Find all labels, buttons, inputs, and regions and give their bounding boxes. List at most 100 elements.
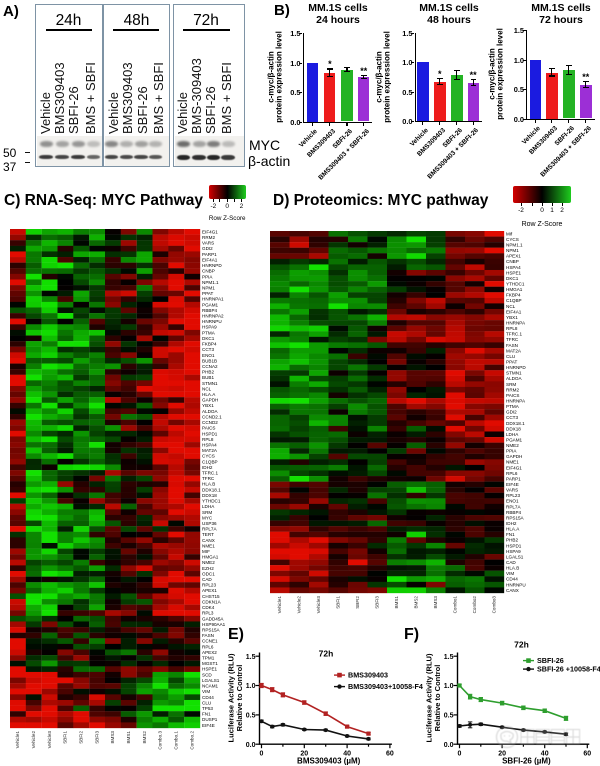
svg-text:Combo.1: Combo.1 <box>173 731 178 750</box>
svg-text:HLA.A: HLA.A <box>506 527 520 532</box>
svg-text:0.5: 0.5 <box>246 713 256 720</box>
svg-text:CAD: CAD <box>506 560 516 565</box>
svg-text:CANX: CANX <box>202 538 215 543</box>
svg-text:PARP1: PARP1 <box>506 476 521 481</box>
svg-text:VIM: VIM <box>202 689 210 694</box>
svg-text:DKC1: DKC1 <box>506 276 519 281</box>
svg-text:EIF4G1: EIF4G1 <box>202 229 218 234</box>
svg-text:HSP90AA1: HSP90AA1 <box>202 622 226 627</box>
svg-text:NPM1: NPM1 <box>506 248 519 253</box>
svg-text:SRM: SRM <box>506 382 516 387</box>
svg-text:CAD: CAD <box>202 577 212 582</box>
svg-text:SBFI2: SBFI2 <box>79 731 84 744</box>
svg-text:CCT3: CCT3 <box>506 415 518 420</box>
svg-text:C1QBP: C1QBP <box>506 298 522 303</box>
svg-text:ODC1: ODC1 <box>202 571 215 576</box>
svg-text:SCD: SCD <box>202 672 212 677</box>
svg-text:CCT3: CCT3 <box>202 347 214 352</box>
svg-text:PTMA: PTMA <box>506 404 520 409</box>
svg-text:EIF4E: EIF4E <box>202 723 215 728</box>
svg-text:BMS3: BMS3 <box>110 731 115 744</box>
svg-text:Luciferase Activity (RLU): Luciferase Activity (RLU) <box>227 653 236 742</box>
svg-text:0.0: 0.0 <box>444 742 454 749</box>
svg-text:TFRC.1: TFRC.1 <box>202 471 219 476</box>
svg-text:PTMA: PTMA <box>202 330 216 335</box>
svg-text:1.5: 1.5 <box>444 654 454 661</box>
svg-text:PGAM1: PGAM1 <box>202 302 219 307</box>
svg-text:SBFI-26: SBFI-26 <box>537 656 564 665</box>
svg-text:DDX18.1: DDX18.1 <box>506 421 525 426</box>
svg-text:HSPD1: HSPD1 <box>202 431 218 436</box>
svg-text:MAT2A: MAT2A <box>202 448 218 453</box>
svg-text:EIF4G1: EIF4G1 <box>506 465 522 470</box>
svg-text:HNRNPD: HNRNPD <box>202 263 222 268</box>
svg-text:Combo.2: Combo.2 <box>189 731 194 750</box>
svg-text:RPL8: RPL8 <box>506 326 518 331</box>
svg-text:TFRC: TFRC <box>506 337 519 342</box>
svg-text:RRM2: RRM2 <box>506 387 519 392</box>
svg-text:HSPA9: HSPA9 <box>202 325 217 330</box>
svg-text:RPL23: RPL23 <box>506 493 520 498</box>
svg-text:RBBP4: RBBP4 <box>202 308 218 313</box>
svg-text:FASN: FASN <box>202 633 214 638</box>
svg-text:NME2: NME2 <box>202 560 215 565</box>
svg-text:TFRC: TFRC <box>202 476 215 481</box>
svg-text:NPM1.1: NPM1.1 <box>506 243 523 248</box>
svg-text:APEX2: APEX2 <box>202 650 217 655</box>
svg-text:DDX18: DDX18 <box>506 426 521 431</box>
svg-text:RPL8: RPL8 <box>202 437 214 442</box>
svg-text:HNRNPU: HNRNPU <box>506 582 526 587</box>
svg-text:Combo.3: Combo.3 <box>158 731 163 750</box>
svg-text:BUB1: BUB1 <box>202 375 214 380</box>
svg-text:BMS2: BMS2 <box>142 731 147 744</box>
svg-text:SBFI-26 (µM): SBFI-26 (µM) <box>502 757 551 766</box>
svg-text:CD44: CD44 <box>202 695 214 700</box>
svg-text:CCNE1: CCNE1 <box>202 639 218 644</box>
svg-text:RPS15A: RPS15A <box>506 515 525 520</box>
svg-text:NME1: NME1 <box>202 543 215 548</box>
svg-text:CCND2: CCND2 <box>202 420 218 425</box>
svg-text:BMS309403+10058-F4: BMS309403+10058-F4 <box>348 682 423 691</box>
svg-text:GAPDH: GAPDH <box>506 454 522 459</box>
svg-text:YBX1: YBX1 <box>506 315 518 320</box>
svg-text:SBFI1: SBFI1 <box>335 596 340 609</box>
svg-text:CYCS: CYCS <box>506 237 519 242</box>
svg-text:Vehicle2: Vehicle2 <box>31 731 36 749</box>
svg-text:PAICS: PAICS <box>202 426 215 431</box>
svg-text:RPL7A: RPL7A <box>506 504 521 509</box>
svg-text:Mif: Mif <box>506 231 513 236</box>
svg-text:HSPA4: HSPA4 <box>202 442 217 447</box>
svg-text:CLU: CLU <box>202 700 211 705</box>
svg-text:LGALS1: LGALS1 <box>202 678 220 683</box>
svg-text:GADD45A: GADD45A <box>202 616 224 621</box>
svg-text:HNRNPD: HNRNPD <box>506 365 526 370</box>
svg-text:CYCS: CYCS <box>202 454 215 459</box>
svg-text:HLA.A: HLA.A <box>202 392 216 397</box>
svg-text:CCND2.1: CCND2.1 <box>202 414 222 419</box>
svg-text:FASN: FASN <box>506 343 518 348</box>
svg-text:BMS309403 (µM): BMS309403 (µM) <box>297 757 361 766</box>
svg-text:0.5: 0.5 <box>444 713 454 720</box>
svg-text:MYC: MYC <box>202 515 213 520</box>
svg-text:VIM: VIM <box>506 571 514 576</box>
svg-text:BUB1B: BUB1B <box>202 358 217 363</box>
svg-text:CNBP: CNBP <box>202 269 215 274</box>
svg-text:HSPA9: HSPA9 <box>506 549 521 554</box>
svg-text:PGAM1: PGAM1 <box>506 437 523 442</box>
svg-text:NCL: NCL <box>506 304 516 309</box>
svg-text:DDX18: DDX18 <box>202 493 217 498</box>
svg-text:NCAM1: NCAM1 <box>202 684 219 689</box>
svg-text:NME1: NME1 <box>506 460 519 465</box>
svg-text:TFRC.1: TFRC.1 <box>506 332 523 337</box>
svg-text:20: 20 <box>300 751 308 758</box>
svg-text:Luciferase Activity (RLU): Luciferase Activity (RLU) <box>425 653 434 742</box>
svg-text:RRM2: RRM2 <box>202 235 215 240</box>
svg-text:HLA.B: HLA.B <box>202 482 215 487</box>
svg-text:PPIA: PPIA <box>506 449 517 454</box>
svg-text:STMN1: STMN1 <box>506 371 522 376</box>
svg-text:SBFI3: SBFI3 <box>374 596 379 609</box>
svg-text:SBFI2: SBFI2 <box>355 596 360 609</box>
svg-text:40: 40 <box>541 751 549 758</box>
svg-text:PPAT: PPAT <box>506 359 518 364</box>
svg-text:HMGA1: HMGA1 <box>202 555 219 560</box>
